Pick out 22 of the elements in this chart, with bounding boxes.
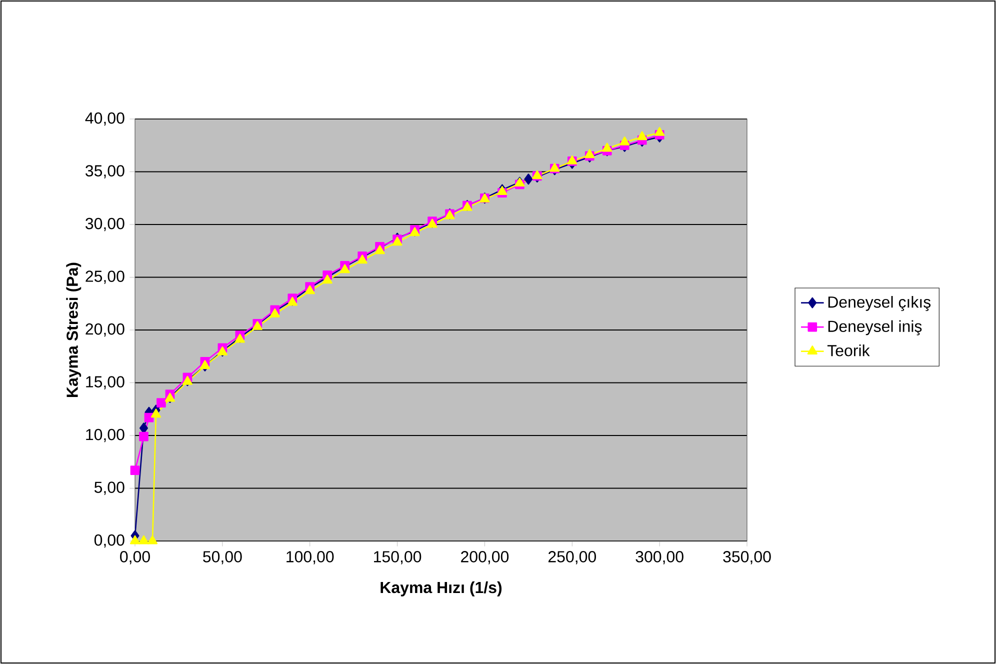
x-tick-label: 200,00 xyxy=(461,551,509,564)
x-axis-title: Kayma Hızı (1/s) xyxy=(380,581,502,596)
y-tick-label: 10,00 xyxy=(86,428,124,442)
y-tick-label: 25,00 xyxy=(86,270,124,284)
x-tick-label: 100,00 xyxy=(286,551,334,564)
y-tick-label: 15,00 xyxy=(86,376,124,390)
y-tick-label: 30,00 xyxy=(86,218,124,232)
x-tick-label: 50,00 xyxy=(203,551,242,564)
x-tick-label: 150,00 xyxy=(374,551,422,564)
y-tick-label: 5,00 xyxy=(94,482,124,495)
y-tick-label: 40,00 xyxy=(85,112,124,126)
y-tick-label: 20,00 xyxy=(86,323,124,337)
x-tick-label: 250,00 xyxy=(548,551,596,564)
y-tick-label: 35,00 xyxy=(86,165,124,178)
x-tick-label: 0,00 xyxy=(120,551,150,564)
legend-label: Deneysel çıkış xyxy=(828,296,931,311)
y-tick-label: 0,00 xyxy=(94,534,124,548)
y-axis-title: Kayma Stresi (Pa) xyxy=(66,262,82,397)
x-tick-label: 350,00 xyxy=(723,551,771,564)
legend-label: Teorik xyxy=(827,344,870,356)
legend-label: Deneysel iniş xyxy=(828,320,922,336)
x-tick-label: 300,00 xyxy=(636,551,684,564)
